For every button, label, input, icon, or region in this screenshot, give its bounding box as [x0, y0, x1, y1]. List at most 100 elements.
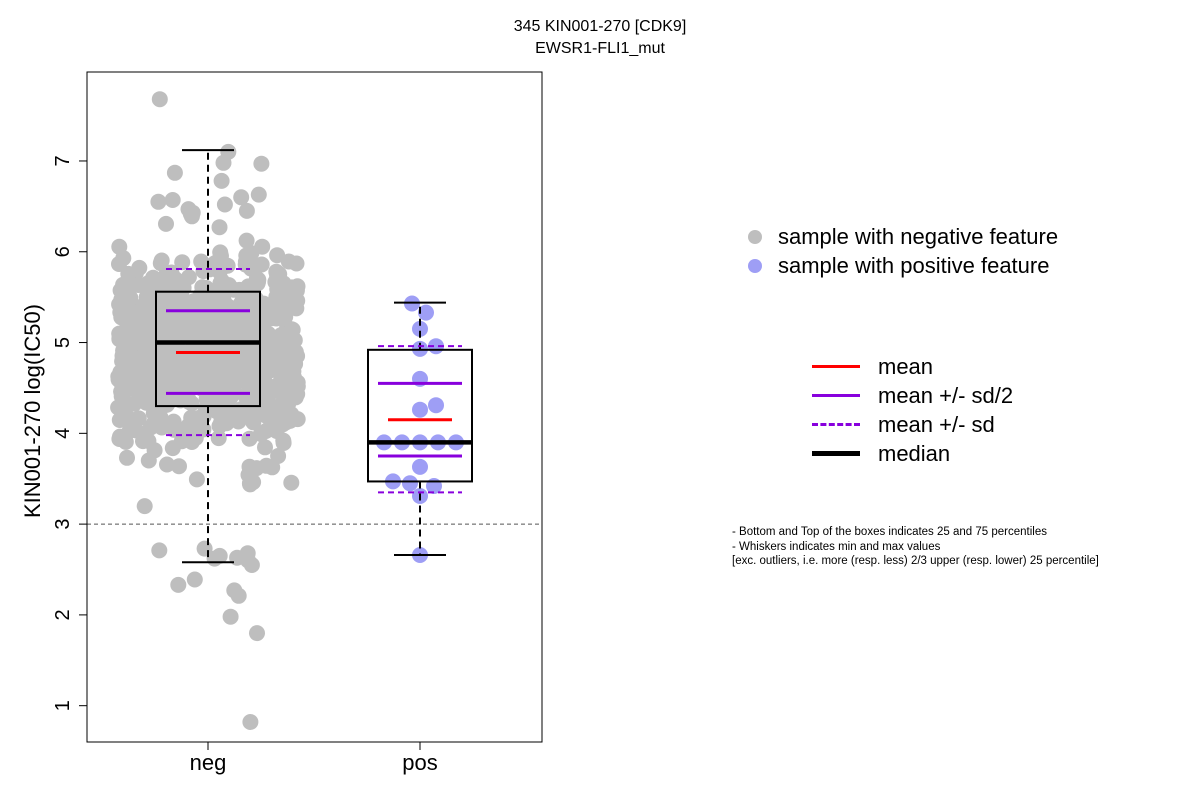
neg-data-point [114, 380, 131, 396]
legend-item-mean: mean [812, 352, 1013, 381]
neg-data-point [111, 296, 128, 313]
neg-data-point [289, 411, 306, 428]
neg-data-point [264, 340, 281, 357]
neg-data-point [250, 186, 267, 203]
neg-data-point [268, 423, 285, 439]
neg-data-point [252, 426, 269, 442]
neg-data-point [249, 625, 265, 642]
neg-data-point [285, 341, 302, 358]
neg-data-point [137, 340, 154, 357]
neg-data-point [221, 320, 238, 337]
neg-data-point [254, 238, 271, 255]
neg-data-point [242, 714, 259, 730]
neg-data-point [266, 403, 283, 420]
neg-data-point [240, 379, 257, 395]
neg-data-point [186, 571, 203, 588]
neg-data-point [269, 247, 286, 264]
neg-data-point [119, 449, 135, 466]
chart-title: 345 KIN001-270 [CDK9] [513, 18, 687, 35]
neg-data-point [151, 91, 168, 108]
neg-data-point [215, 401, 232, 418]
neg-data-point [230, 587, 247, 604]
neg-data-point [170, 576, 187, 593]
pos-data-point [412, 401, 428, 418]
neg-data-point [210, 430, 227, 447]
neg-data-point [131, 259, 148, 276]
neg-data-point [234, 366, 251, 383]
neg-data-point [176, 313, 193, 330]
neg-data-point [238, 202, 255, 219]
pos-box-group [367, 301, 473, 556]
neg-data-point [189, 301, 206, 317]
neg-data-point [253, 155, 270, 172]
neg-data-point [283, 474, 300, 491]
neg-data-point [289, 278, 306, 295]
neg-points-layer [110, 91, 306, 730]
neg-data-point [222, 608, 239, 625]
chart-subtitle: EWSR1-FLI1_mut [535, 40, 665, 57]
neg-data-point [212, 248, 229, 265]
legend-label-positive: sample with positive feature [778, 252, 1050, 278]
neg-data-point [240, 278, 257, 295]
note-outliers: [exc. outliers, i.e. more (resp. less) 2… [732, 555, 1099, 567]
neg-data-point [171, 458, 187, 475]
neg-data-point [180, 417, 197, 434]
neg-data-point [238, 232, 255, 249]
neg-data-point [152, 255, 169, 272]
note-whiskers: - Whiskers indicates min and max values [732, 540, 941, 553]
neg-data-point [174, 254, 191, 271]
neg-data-point [172, 364, 189, 381]
y-tick-label: 3 [52, 519, 74, 530]
neg-data-point [150, 193, 167, 210]
neg-data-point [188, 326, 204, 343]
neg-data-point [212, 275, 229, 292]
neg-data-point [259, 389, 276, 406]
neg-data-point [163, 264, 180, 281]
pos-data-point [418, 304, 434, 321]
neg-data-point [288, 255, 305, 272]
neg-data-point [262, 362, 279, 379]
median-line-swatch [812, 451, 860, 456]
positive-point-swatch [748, 258, 762, 273]
legend-label-sd: mean +/- sd [878, 411, 995, 437]
pos-data-point [412, 458, 428, 475]
legend-item-sd: mean +/- sd [812, 410, 1013, 439]
neg-data-point [199, 313, 215, 330]
negative-point-swatch [748, 229, 762, 244]
neg-data-point [130, 277, 147, 293]
y-axis-label: KIN001-270 log(IC50) [20, 304, 45, 518]
neg-data-point [257, 439, 273, 456]
neg-data-point [185, 370, 202, 387]
neg-data-point [282, 355, 298, 372]
neg-data-point [135, 319, 152, 336]
neg-data-point [164, 192, 181, 208]
neg-data-point [233, 189, 250, 206]
neg-data-point [275, 291, 292, 308]
neg-data-point [165, 413, 182, 430]
chart-notes: - Bottom and Top of the boxes indicates … [732, 525, 1099, 569]
neg-box-group [155, 149, 261, 564]
neg-data-point [259, 302, 276, 319]
y-tick-label: 5 [52, 337, 74, 348]
neg-data-point [113, 309, 130, 326]
pos-box [367, 348, 473, 483]
neg-data-point [166, 164, 183, 181]
neg-data-point [211, 418, 228, 434]
neg-data-point [241, 399, 258, 416]
neg-data-point [159, 456, 175, 473]
neg-data-point [188, 471, 205, 488]
legend-label-mean: mean [878, 353, 934, 379]
sd-line-swatch [812, 423, 860, 426]
plot-frame [86, 71, 543, 743]
neg-data-point [245, 414, 262, 431]
legend-item-negative: sample with negative feature [748, 222, 1058, 251]
mean-line-swatch [812, 365, 860, 368]
neg-data-point [160, 346, 177, 363]
neg-data-point [114, 328, 130, 345]
legend-label-half-sd: mean +/- sd/2 [878, 382, 1014, 408]
legend-item-half-sd: mean +/- sd/2 [812, 381, 1013, 410]
neg-data-point [276, 326, 292, 343]
neg-data-point [140, 452, 157, 469]
neg-data-point [268, 263, 285, 280]
